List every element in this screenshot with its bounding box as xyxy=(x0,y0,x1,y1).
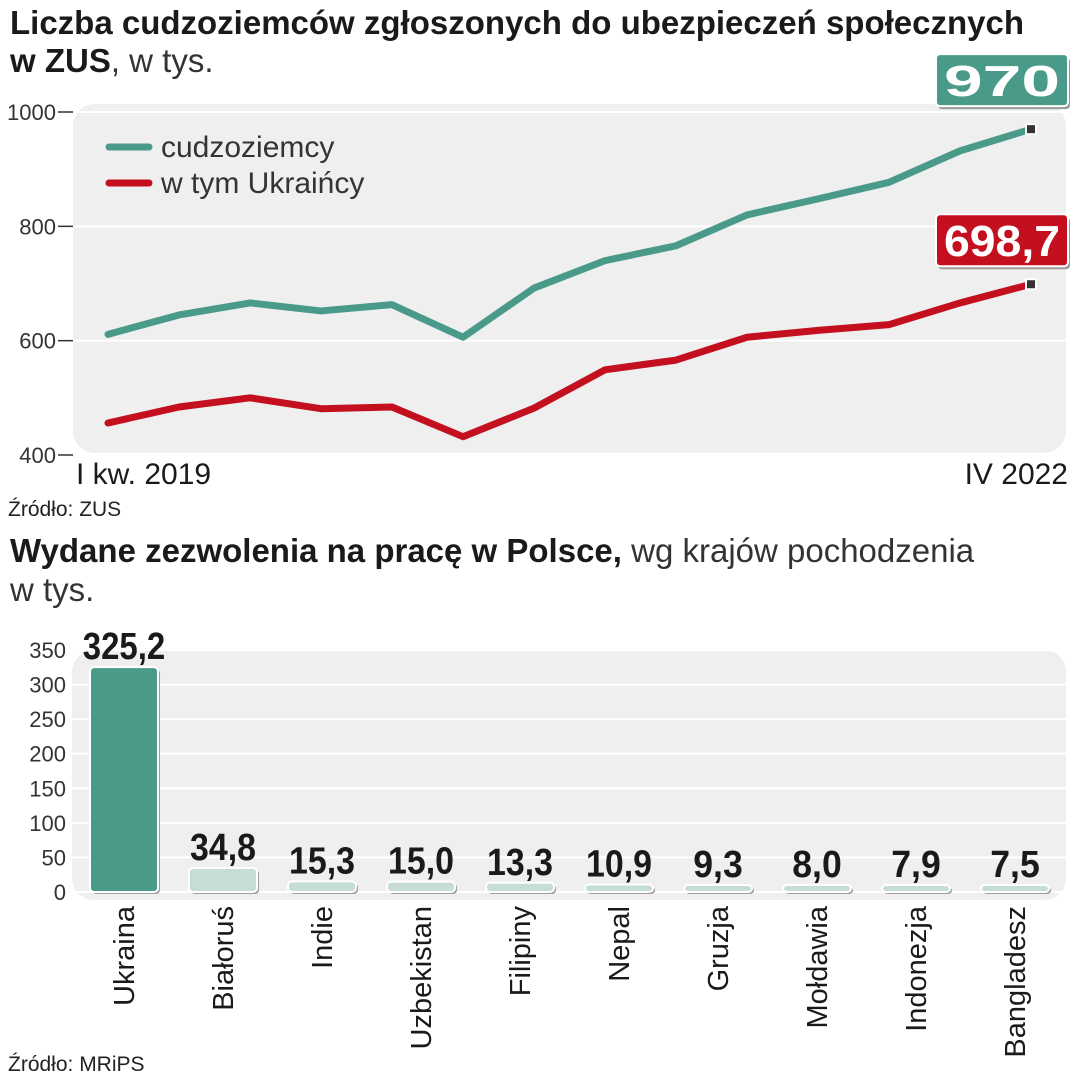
bar-value-label: 9,3 xyxy=(693,844,743,886)
line-chart-title-bold-1: Liczba cudzoziemców zgłoszonych do ubezp… xyxy=(10,4,1025,41)
line-chart-source: Źródło: ZUS xyxy=(8,498,122,521)
bar-value-label: 8,0 xyxy=(792,844,842,886)
legend-label: w tym Ukraińcy xyxy=(160,167,364,200)
y-tick-label: 100 xyxy=(29,811,66,836)
line-chart-title-bold-2: w ZUS xyxy=(10,42,111,79)
bar-value-label: 7,5 xyxy=(990,844,1040,886)
y-tick-label: 400 xyxy=(19,443,56,468)
bar-value-label: 10,9 xyxy=(586,843,652,885)
plot-background xyxy=(72,650,1066,900)
y-tick-label: 250 xyxy=(29,707,66,732)
y-tick-label: 1000 xyxy=(7,100,56,125)
category-label: Mołdawia xyxy=(802,905,834,1028)
line-chart-title-2: w ZUS, w tys. xyxy=(10,42,214,80)
bar xyxy=(485,881,555,893)
bar xyxy=(584,883,654,894)
category-label: Ukraina xyxy=(109,905,141,1006)
bar-chart-title: Wydane zezwolenia na pracę w Polsce, wg … xyxy=(10,532,974,570)
bar-value-label: 13,3 xyxy=(487,842,553,884)
bar-chart: 350 300 250 200 150 100 50 0 325,2 Ukraina 34,8 Bia… xyxy=(29,626,1066,1058)
bar xyxy=(89,666,159,893)
plot-background xyxy=(73,104,1066,453)
bar xyxy=(683,884,753,893)
bar-chart-title-2: w tys. xyxy=(10,571,94,609)
category-label: Uzbekistan xyxy=(406,906,438,1049)
y-tick-label: 150 xyxy=(29,776,66,801)
bar-chart-title-bold: Wydane zezwolenia na pracę w Polsce, xyxy=(10,532,622,569)
series-line-1 xyxy=(104,125,1035,341)
y-tick-label: 0 xyxy=(54,880,66,905)
bar-value-label: 34,8 xyxy=(190,827,256,869)
bar xyxy=(782,884,852,893)
category-label: Indie xyxy=(307,906,339,969)
bar-value-label: 15,0 xyxy=(388,841,454,883)
y-tick-label: 600 xyxy=(19,329,56,354)
line-chart-title-unit: , w tys. xyxy=(110,42,214,79)
bar-chart-source: Źródło: MRiPS xyxy=(8,1053,145,1076)
line-chart-title: Liczba cudzoziemców zgłoszonych do ubezp… xyxy=(10,4,1024,42)
end-label-box xyxy=(935,213,1069,268)
y-tick-label: 800 xyxy=(19,214,56,239)
bar-value-label: 325,2 xyxy=(83,626,166,668)
line-chart: 1000 800 600 400 I kw. 2019 IV 2022 970 cudzozi… xyxy=(7,53,1070,491)
y-tick-label: 200 xyxy=(29,742,66,767)
bar-chart-title-light-2: w tys. xyxy=(10,571,95,608)
y-tick-label: 350 xyxy=(29,638,66,663)
bar xyxy=(386,880,456,893)
category-label: Nepal xyxy=(604,906,636,982)
x-tick-label: IV 2022 xyxy=(965,458,1068,491)
bar-chart-title-light-1: wg krajów pochodzenia xyxy=(621,532,975,569)
end-value-label: 698,7 xyxy=(944,217,1060,266)
series-line-2 xyxy=(104,280,1035,441)
category-label: Indonezja xyxy=(901,905,933,1032)
y-tick-label: 50 xyxy=(42,845,66,870)
legend-label: cudzoziemcy xyxy=(161,131,334,164)
category-label: Białoruś xyxy=(208,906,240,1011)
bar-value-label: 15,3 xyxy=(289,840,355,882)
bar xyxy=(287,880,357,893)
category-label: Bangladesz xyxy=(1000,906,1032,1058)
y-tick-label: 300 xyxy=(29,673,66,698)
series-end-marker xyxy=(1025,278,1037,291)
series-end-marker xyxy=(1025,123,1037,136)
category-label: Gruzja xyxy=(703,905,735,991)
x-tick-label: I kw. 2019 xyxy=(76,458,211,491)
category-label: Filipiny xyxy=(505,906,537,997)
bar xyxy=(881,884,951,893)
bar xyxy=(980,884,1050,893)
end-value-label: 970 xyxy=(944,57,1060,106)
bar xyxy=(188,866,258,894)
bar-value-label: 7,9 xyxy=(891,844,941,886)
end-label-box xyxy=(935,53,1069,108)
